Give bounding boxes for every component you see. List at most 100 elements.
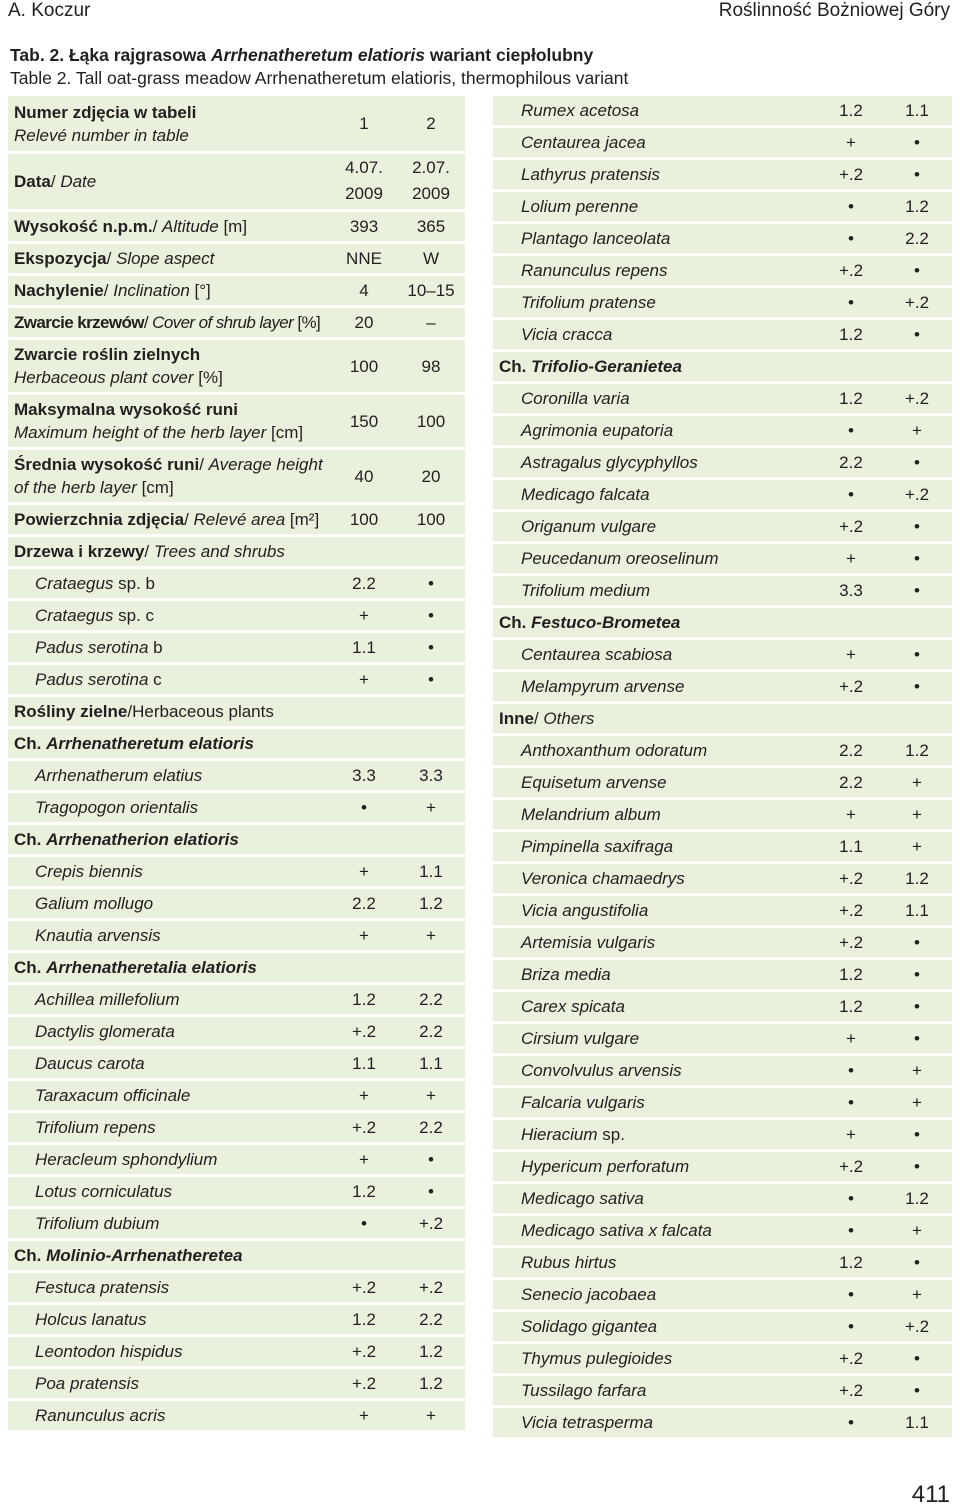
value-1: 4: [359, 281, 369, 300]
value-2: •: [914, 261, 920, 280]
species-name: Vicia angustifolia: [521, 901, 649, 920]
species-row: Falcaria vulgaris • +: [493, 1088, 952, 1117]
herb-groups: Ch. Arrhenatheretum elatioris Arrhenather…: [8, 729, 465, 1430]
species-name: Leontodon hispidus: [35, 1342, 183, 1361]
species-row: Padus serotina c + •: [8, 665, 465, 694]
row-label: Numer zdjęcia w tabeli Relevé number in …: [8, 101, 465, 147]
value-1: 1.1: [352, 638, 376, 657]
species-suffix: sp.: [597, 1125, 625, 1144]
avg-height-row: Średnia wysokość runi/ Average height of…: [8, 450, 465, 502]
species-row: Origanum vulgare +.2 •: [493, 512, 952, 541]
species-label: Origanum vulgare: [493, 515, 952, 538]
species-name: Origanum vulgare: [521, 517, 657, 536]
shrub-cover-row: Zwarcie krzewów/ Cover of shrub layer [%…: [8, 308, 465, 337]
species-row: Convolvulus arvensis • +: [493, 1056, 952, 1085]
species-label: Vicia cracca: [493, 323, 952, 346]
species-label: Trifolium repens: [8, 1116, 465, 1139]
value-1: +: [359, 670, 369, 689]
species-name: Anthoxanthum odoratum: [521, 741, 708, 760]
species-label: Coronilla varia: [493, 387, 952, 410]
value-1: 100: [349, 356, 379, 376]
caption-pl-suffix: wariant ciepłolubny: [424, 45, 594, 65]
value-2: •: [914, 965, 920, 984]
species-label: Melampyrum arvense: [493, 675, 952, 698]
value-2: •: [428, 638, 434, 657]
species-name: Astragalus glycyphyllos: [521, 453, 698, 472]
species-row: Ranunculus repens +.2 •: [493, 256, 952, 285]
species-name: Trifolium pratense: [521, 293, 656, 312]
species-label: Convolvulus arvensis: [493, 1059, 952, 1082]
species-name: Convolvulus arvensis: [521, 1061, 682, 1080]
label-en: Slope aspect: [116, 249, 215, 268]
value-1: •: [848, 229, 854, 248]
value-1: +.2: [838, 1349, 864, 1368]
species-name: Crepis biennis: [35, 862, 143, 881]
trees-heading-row: Drzewa i krzewy/ Trees and shrubs: [8, 537, 465, 566]
value-2: •: [914, 581, 920, 600]
species-label: Artemisia vulgaris: [493, 931, 952, 954]
species-row: Thymus pulegioides +.2 •: [493, 1344, 952, 1373]
label-en: Inclination: [113, 281, 190, 300]
species-name: Centaurea jacea: [521, 133, 646, 152]
species-row: Trifolium dubium • +.2: [8, 1209, 465, 1238]
value-2: •: [428, 1182, 434, 1201]
value-1: 1.2: [839, 1253, 863, 1272]
label-pl: Wysokość n.p.m.: [14, 217, 153, 236]
species-label: Heracleum sphondylium: [8, 1148, 465, 1171]
value-1: +.2: [838, 261, 864, 280]
species-name: Lolium perenne: [521, 197, 639, 216]
group-name: Festuco-Brometea: [531, 613, 681, 632]
label-en: Altitude: [162, 217, 219, 236]
value-releve-1: 1: [359, 114, 369, 133]
value-1: 40: [354, 466, 374, 486]
group-heading: Ch. Trifolio-Geranietea: [493, 355, 952, 378]
species-label: Arrhenatherum elatius: [8, 764, 465, 787]
species-row: Crataegus sp. b 2.2 •: [8, 569, 465, 598]
species-suffix: c: [148, 670, 162, 689]
value-2: •: [914, 645, 920, 664]
group-heading: Ch. Arrhenatheretalia elatioris: [8, 956, 465, 979]
value-1: +.2: [351, 1342, 377, 1361]
herb-cover-row: Zwarcie roślin zielnych Herbaceous plant…: [8, 340, 465, 392]
species-row: Vicia angustifolia +.2 1.1: [493, 896, 952, 925]
group-heading: Ch. Arrhenatheretum elatioris: [8, 732, 465, 755]
species-row: Hieracium sp. + •: [493, 1120, 952, 1149]
value-2: +: [912, 773, 922, 792]
label-en: Cover of shrub layer: [152, 313, 294, 332]
label-en-2: of the herb layer: [14, 478, 137, 497]
label-en: Trees and shrubs: [153, 542, 285, 561]
species-label: Pimpinella saxifraga: [493, 835, 952, 858]
species-row: Pimpinella saxifraga 1.1 +: [493, 832, 952, 861]
value-2: 1.2: [905, 197, 929, 216]
species-name: Arrhenatherum elatius: [35, 766, 203, 785]
value-1: 2.2: [839, 453, 863, 472]
species-label: Achillea millefolium: [8, 988, 465, 1011]
species-row: Medicago falcata • +.2: [493, 480, 952, 509]
species-label: Cirsium vulgare: [493, 1027, 952, 1050]
value-2: •: [914, 1253, 920, 1272]
value-1: +: [846, 805, 856, 824]
species-row: Arrhenatherum elatius 3.3 3.3: [8, 761, 465, 790]
value-2: •: [428, 1150, 434, 1169]
label-unit: [m]: [218, 217, 248, 236]
species-row: Vicia tetrasperma • 1.1: [493, 1408, 952, 1437]
species-label: Tragopogon orientalis: [8, 796, 465, 819]
label-unit: [°]: [189, 281, 211, 300]
value-2: +.2: [418, 1278, 444, 1297]
herbaceous-heading-row: Rośliny zielne/Herbaceous plants: [8, 697, 465, 726]
value-2: 2.2: [419, 1118, 443, 1137]
value-1: •: [848, 1317, 854, 1336]
species-label: Thymus pulegioides: [493, 1347, 952, 1370]
page-number: 411: [911, 1481, 950, 1508]
row-label: Zwarcie roślin zielnych Herbaceous plant…: [8, 343, 465, 389]
species-label: Rumex acetosa: [493, 99, 952, 122]
label-en: Herbaceous plants: [132, 702, 274, 721]
inclination-row: Nachylenie/ Inclination [°] 4 10–15: [8, 276, 465, 305]
table-caption-pl: Tab. 2. Łąka rajgrasowa Arrhenatheretum …: [10, 44, 593, 67]
value-1: +.2: [838, 165, 864, 184]
species-row: Centaurea scabiosa + •: [493, 640, 952, 669]
species-name: Vicia tetrasperma: [521, 1413, 653, 1432]
species-row: Taraxacum officinale + +: [8, 1081, 465, 1110]
value-2: •: [914, 1029, 920, 1048]
value-1: +.2: [351, 1022, 377, 1041]
